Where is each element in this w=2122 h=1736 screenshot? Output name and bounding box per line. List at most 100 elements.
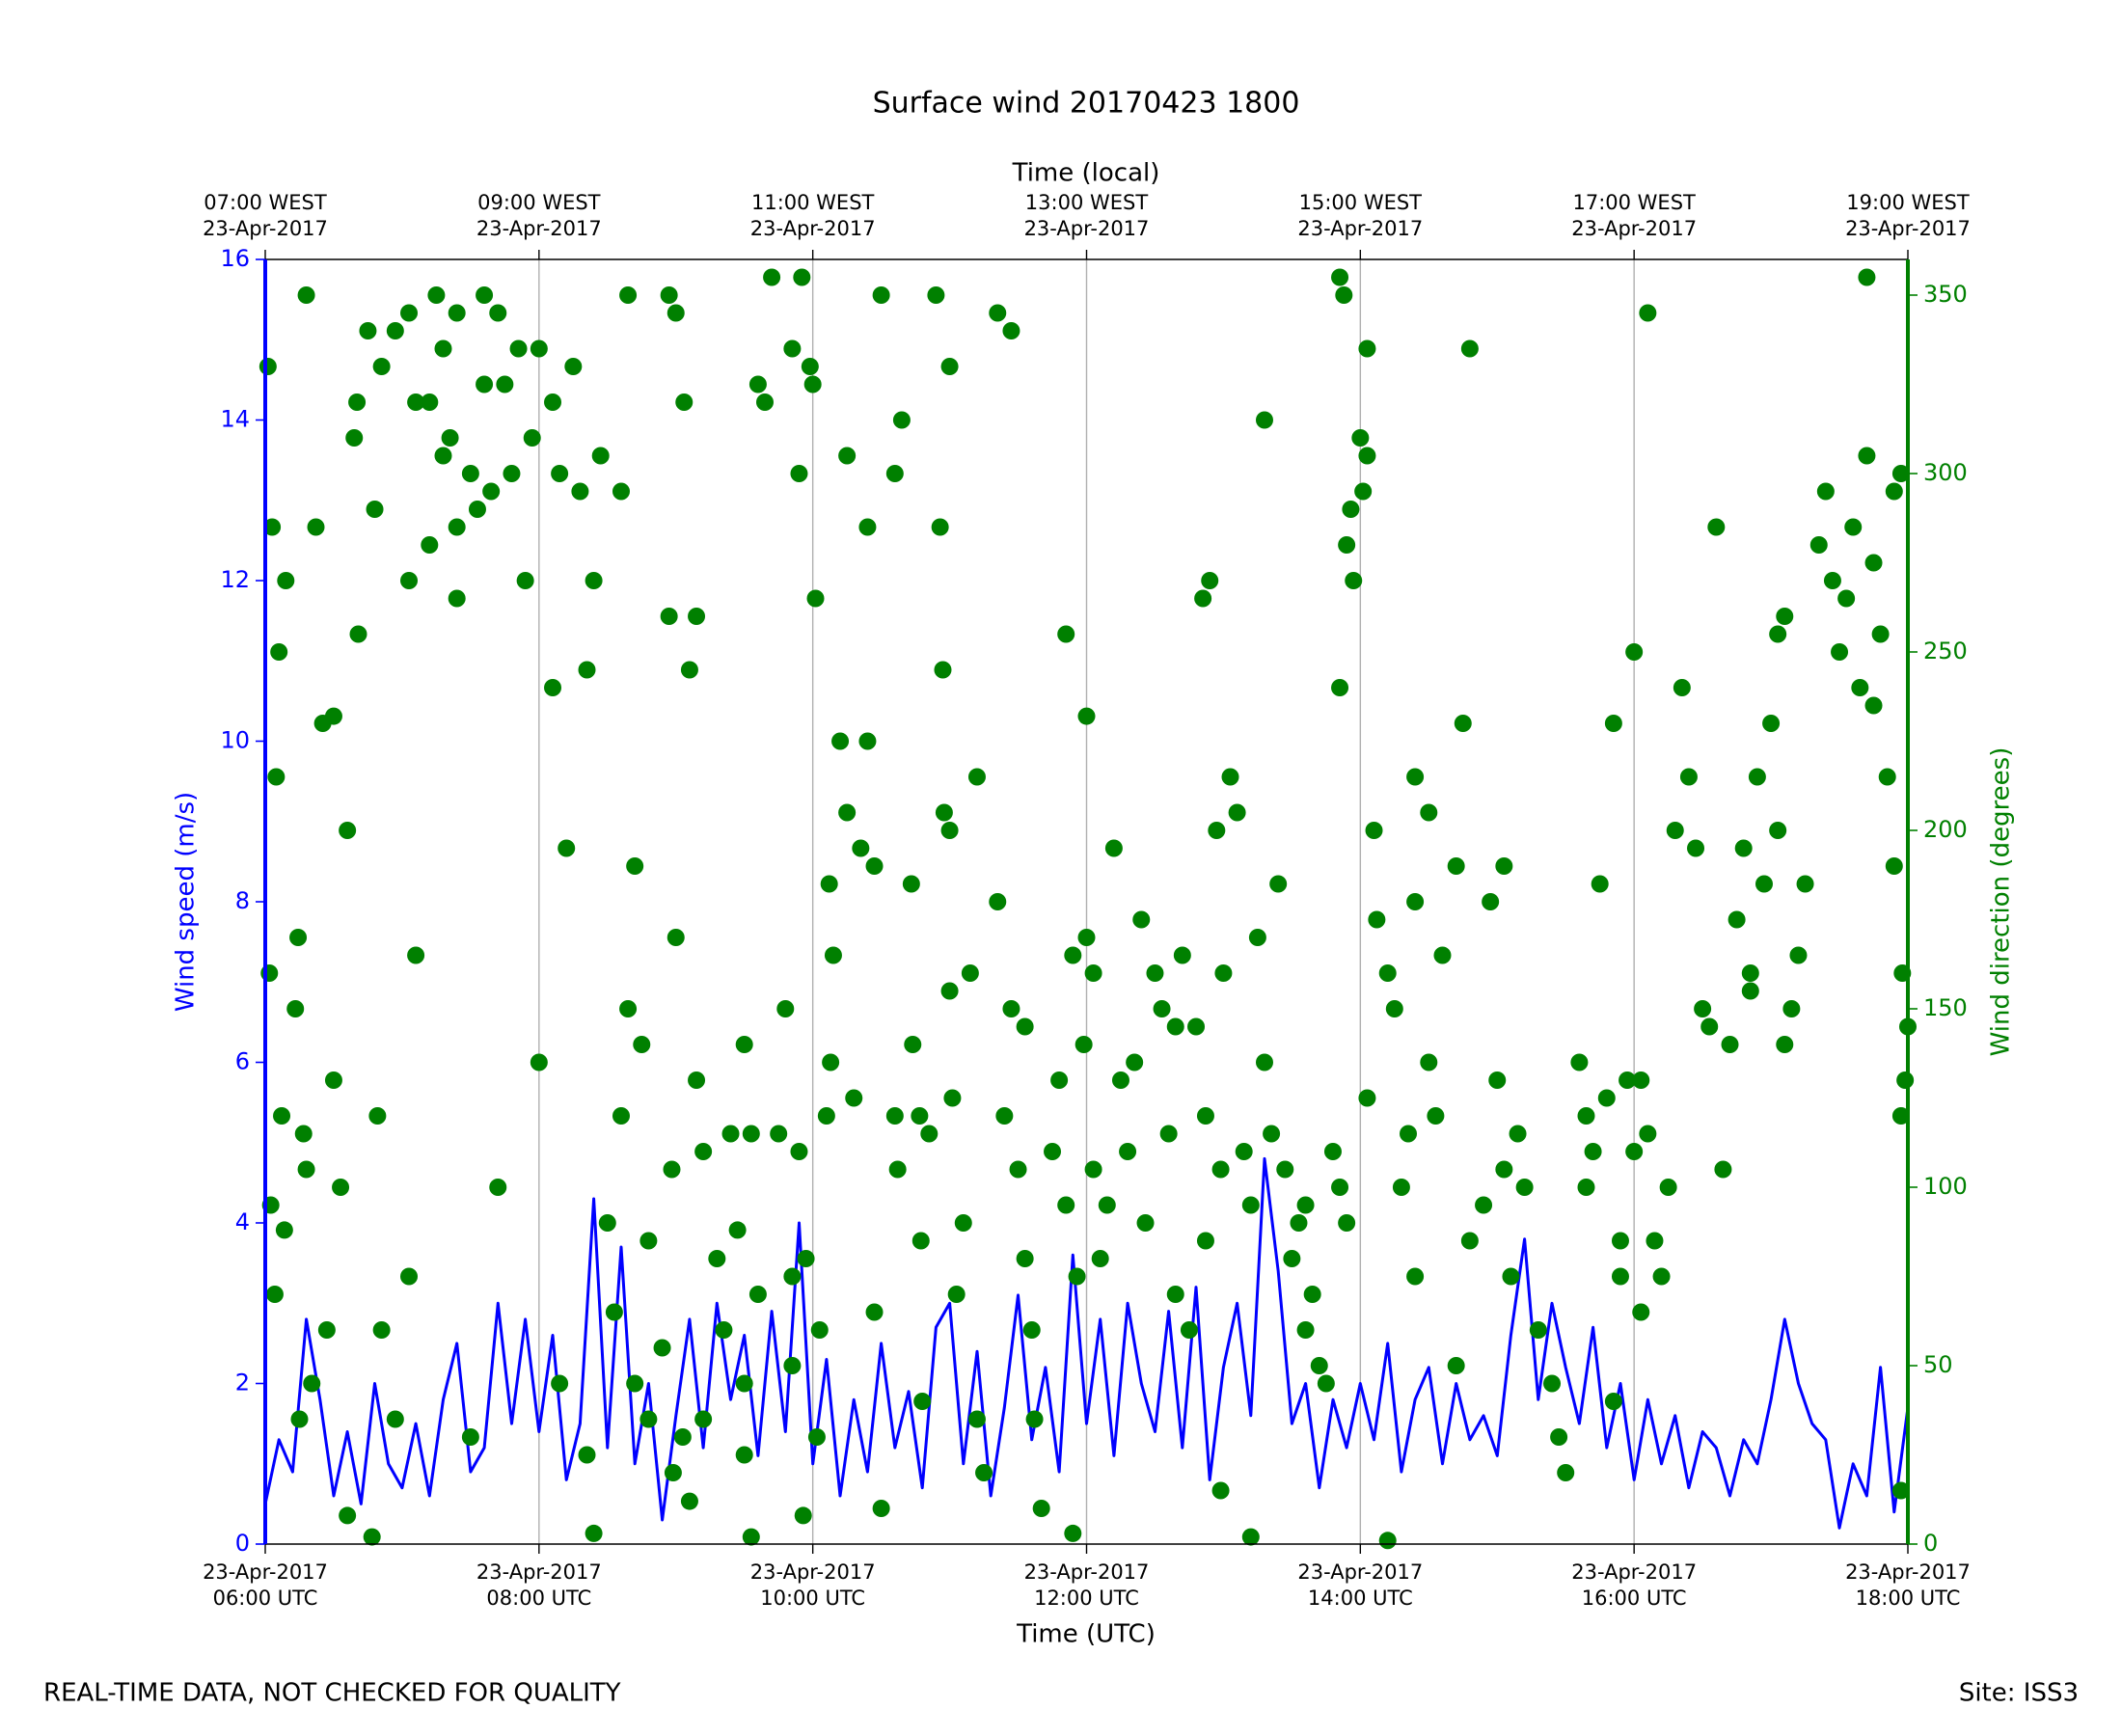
direction-point bbox=[1365, 822, 1383, 839]
direction-point bbox=[1831, 643, 1849, 661]
direction-point bbox=[267, 768, 286, 786]
direction-point bbox=[619, 1000, 638, 1017]
direction-point bbox=[1482, 893, 1500, 910]
direction-point bbox=[1091, 1250, 1109, 1267]
direction-point bbox=[892, 411, 911, 429]
direction-point bbox=[1002, 1000, 1020, 1017]
direction-point bbox=[1741, 964, 1759, 982]
direction-point bbox=[770, 1125, 788, 1143]
x-tick-label: 16:00 UTC bbox=[1582, 1587, 1687, 1610]
direction-point bbox=[1714, 1160, 1732, 1179]
direction-point bbox=[793, 268, 811, 286]
direction-point bbox=[1858, 268, 1876, 286]
x2-axis-label: Time (local) bbox=[1012, 159, 1160, 188]
direction-point bbox=[324, 707, 342, 725]
x2-tick-label: 15:00 WEST bbox=[1299, 191, 1423, 214]
direction-point bbox=[1460, 1232, 1479, 1250]
direction-point bbox=[461, 465, 479, 482]
direction-point bbox=[1611, 1232, 1629, 1250]
direction-point bbox=[1666, 822, 1684, 839]
direction-point bbox=[1276, 1160, 1294, 1179]
direction-point bbox=[1577, 1179, 1595, 1196]
direction-point bbox=[289, 929, 308, 946]
direction-point bbox=[675, 393, 694, 411]
direction-point bbox=[728, 1221, 747, 1239]
direction-point bbox=[748, 375, 767, 393]
direction-point bbox=[1358, 1089, 1376, 1107]
chart-title: Surface wind 20170423 1800 bbox=[873, 87, 1300, 121]
direction-point bbox=[1844, 518, 1863, 536]
direction-point bbox=[831, 732, 850, 750]
direction-point bbox=[865, 1303, 884, 1321]
direction-point bbox=[349, 625, 367, 643]
direction-point bbox=[1891, 1481, 1910, 1500]
direction-point bbox=[1098, 1196, 1116, 1214]
y2-tick-label: 350 bbox=[1923, 281, 1968, 308]
direction-point bbox=[735, 1446, 753, 1464]
direction-point bbox=[1368, 910, 1386, 929]
direction-point bbox=[303, 1374, 321, 1393]
direction-point bbox=[551, 1374, 569, 1393]
direction-point bbox=[1044, 1143, 1062, 1160]
direction-point bbox=[954, 1214, 972, 1232]
direction-point bbox=[1570, 1053, 1589, 1071]
direction-point bbox=[1022, 1321, 1041, 1339]
direction-point bbox=[934, 661, 952, 679]
direction-point bbox=[783, 339, 802, 358]
direction-point bbox=[911, 1107, 929, 1125]
direction-point bbox=[1064, 946, 1082, 964]
direction-point bbox=[961, 964, 979, 982]
direction-point bbox=[1502, 1267, 1520, 1286]
direction-point bbox=[585, 1524, 603, 1542]
direction-point bbox=[845, 1089, 863, 1107]
direction-point bbox=[558, 839, 576, 857]
direction-point bbox=[1335, 286, 1353, 304]
direction-point bbox=[1345, 572, 1363, 589]
direction-point bbox=[1769, 822, 1787, 839]
direction-point bbox=[1201, 572, 1219, 589]
y-tick-label: 4 bbox=[235, 1208, 250, 1235]
direction-point bbox=[294, 1125, 313, 1143]
direction-point bbox=[667, 929, 685, 946]
direction-point bbox=[1338, 536, 1356, 554]
direction-point bbox=[660, 286, 678, 304]
y-tick-label: 0 bbox=[235, 1530, 250, 1557]
direction-point bbox=[605, 1303, 623, 1321]
y-tick-label: 14 bbox=[220, 406, 250, 433]
direction-point bbox=[1515, 1179, 1534, 1196]
direction-point bbox=[434, 339, 452, 358]
x-axis-label: Time (UTC) bbox=[1016, 1620, 1156, 1649]
x2-tick-label: 09:00 WEST bbox=[477, 191, 601, 214]
direction-point bbox=[1632, 1071, 1650, 1089]
direction-point bbox=[509, 339, 528, 358]
direction-point bbox=[1864, 554, 1883, 572]
direction-point bbox=[888, 1160, 907, 1179]
direction-point bbox=[858, 732, 877, 750]
direction-point bbox=[544, 393, 562, 411]
direction-point bbox=[400, 1267, 419, 1286]
x-tick-label: 23-Apr-2017 bbox=[1297, 1560, 1423, 1584]
direction-point bbox=[1673, 679, 1691, 696]
direction-point bbox=[1529, 1321, 1547, 1339]
direction-point bbox=[1871, 625, 1890, 643]
direction-point bbox=[348, 393, 367, 411]
footnote: REAL-TIME DATA, NOT CHECKED FOR QUALITY bbox=[43, 1679, 621, 1708]
direction-point bbox=[307, 518, 325, 536]
direction-point bbox=[407, 393, 425, 411]
direction-point bbox=[1241, 1196, 1260, 1214]
direction-point bbox=[1136, 1214, 1155, 1232]
direction-point bbox=[1584, 1143, 1602, 1160]
direction-point bbox=[967, 1410, 986, 1428]
y2-tick-label: 50 bbox=[1923, 1351, 1953, 1378]
direction-point bbox=[715, 1321, 733, 1339]
direction-point bbox=[421, 393, 439, 411]
direction-point bbox=[1796, 875, 1814, 893]
direction-point bbox=[633, 1036, 651, 1053]
y2-tick-label: 300 bbox=[1923, 459, 1968, 486]
x-tick-label: 14:00 UTC bbox=[1308, 1587, 1413, 1610]
y-tick-label: 10 bbox=[220, 727, 250, 754]
direction-point bbox=[476, 286, 494, 304]
direction-point bbox=[578, 661, 596, 679]
direction-point bbox=[427, 286, 446, 304]
